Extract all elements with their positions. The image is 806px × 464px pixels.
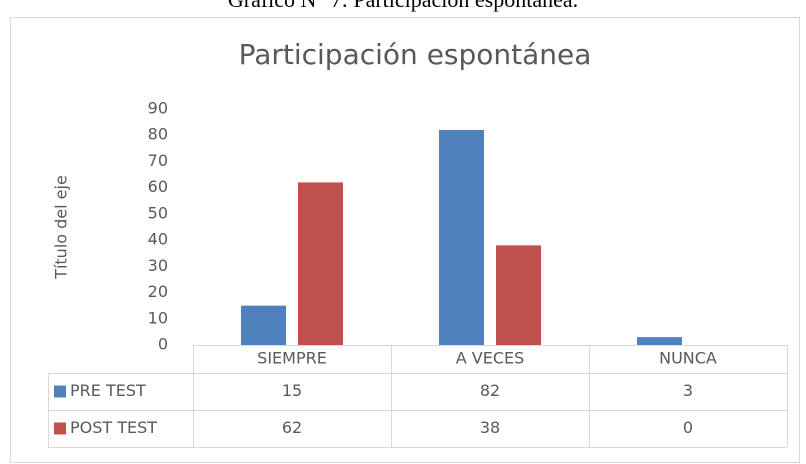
table-value: 3 <box>683 381 693 400</box>
x-tick-label: A VECES <box>456 349 525 368</box>
y-tick-label: 30 <box>148 256 168 275</box>
bar <box>496 245 541 345</box>
y-axis-label: Título del eje <box>52 175 71 280</box>
y-tick-label: 50 <box>148 203 168 222</box>
y-tick-label: 70 <box>148 151 168 170</box>
table-value: 0 <box>683 418 693 437</box>
chart-border <box>10 17 800 463</box>
bar <box>241 305 286 345</box>
y-tick-label: 90 <box>148 99 168 118</box>
table-value: 38 <box>480 418 500 437</box>
legend-label: POST TEST <box>70 418 157 437</box>
y-tick-label: 40 <box>148 230 168 249</box>
y-tick-label: 10 <box>148 308 168 327</box>
caption: Gráfico N° 7: Participación espontánea. <box>228 0 578 12</box>
y-tick-label: 80 <box>148 125 168 144</box>
table-value: 62 <box>282 418 302 437</box>
bar <box>298 182 343 345</box>
legend-swatch <box>54 422 66 435</box>
x-tick-label: NUNCA <box>659 349 717 368</box>
chart-title: Participación espontánea <box>239 38 592 71</box>
bar <box>637 337 682 345</box>
y-tick-label: 0 <box>158 335 168 354</box>
y-tick-label: 20 <box>148 282 168 301</box>
legend-label: PRE TEST <box>70 381 146 400</box>
table-value: 82 <box>480 381 500 400</box>
bar <box>439 129 484 345</box>
table-value: 15 <box>282 381 302 400</box>
legend-swatch <box>54 385 66 398</box>
x-tick-label: SIEMPRE <box>257 349 327 368</box>
y-tick-label: 60 <box>148 177 168 196</box>
